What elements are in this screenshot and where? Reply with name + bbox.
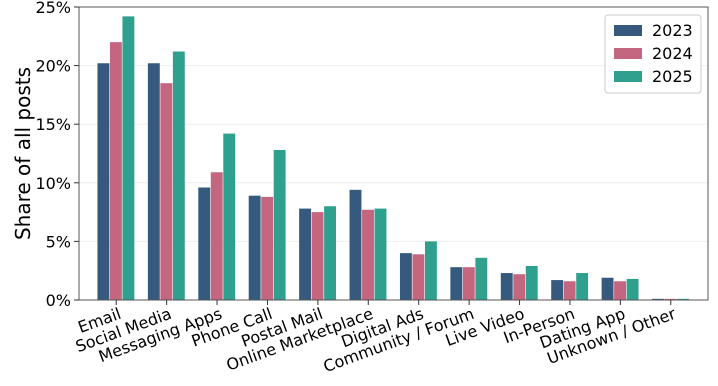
y-axis-title: Share of all posts (11, 67, 35, 240)
y-axis: 0% 5% 10% 15% 20% 25% (35, 0, 79, 310)
bar (261, 196, 274, 300)
legend-swatch (614, 71, 642, 82)
plot-frame (78, 6, 709, 301)
bar (122, 16, 135, 300)
bar (500, 273, 513, 300)
bar (664, 298, 677, 300)
bar (601, 277, 614, 300)
bar (513, 274, 526, 300)
bar (97, 63, 110, 301)
bar (424, 241, 437, 300)
bar (223, 133, 236, 300)
bar (614, 281, 627, 300)
legend-label: 2025 (652, 67, 693, 86)
bar (299, 208, 312, 300)
y-tick-label: 25% (35, 0, 71, 17)
bar (362, 209, 374, 300)
bar (172, 51, 185, 301)
bar (399, 253, 412, 300)
bar (563, 281, 576, 300)
bar (109, 42, 122, 300)
legend: 2023 2024 2025 (604, 14, 702, 94)
legend-label: 2023 (652, 21, 693, 40)
bar (652, 298, 664, 300)
bar (248, 195, 261, 300)
bar (147, 63, 160, 301)
y-tick-label: 15% (35, 115, 71, 134)
bar (160, 83, 173, 301)
y-tick-label: 5% (46, 232, 71, 251)
legend-swatch (614, 48, 642, 59)
bar (412, 254, 425, 300)
bar (525, 266, 538, 300)
bar (462, 267, 475, 300)
bar (374, 208, 387, 300)
bar (210, 172, 223, 300)
bar (626, 278, 639, 300)
bar (198, 187, 211, 300)
bar (475, 257, 488, 300)
bar (677, 298, 689, 300)
bar (311, 212, 324, 300)
y-tick-label: 0% (46, 291, 71, 310)
y-tick-label: 20% (35, 57, 71, 76)
bar (273, 149, 286, 300)
bar (324, 206, 337, 300)
bar (349, 189, 362, 300)
bar (576, 273, 589, 300)
legend-label: 2024 (652, 44, 693, 63)
legend-swatch (614, 25, 642, 36)
bars (97, 16, 689, 301)
y-tick-label: 10% (35, 174, 71, 193)
bar (551, 280, 564, 300)
bar (450, 267, 463, 300)
